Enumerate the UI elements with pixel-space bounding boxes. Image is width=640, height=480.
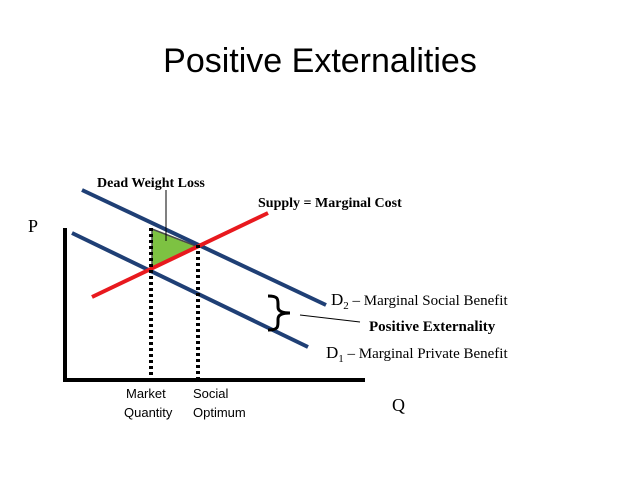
externality-brace	[267, 294, 291, 332]
demand-curve-d2	[81, 188, 327, 307]
y-axis-label: P	[28, 216, 38, 236]
x-axis-label: Q	[392, 395, 405, 415]
d2-desc: – Marginal Social Benefit	[349, 293, 509, 309]
d1-label: D1 – Marginal Private Benefit	[326, 343, 508, 365]
market-quantity-label-line2: Quantity	[124, 405, 173, 420]
supply-label: Supply = Marginal Cost	[258, 196, 402, 211]
social-optimum-label-line2: Optimum	[193, 405, 246, 420]
social-optimum-label-line1: Social	[193, 386, 229, 401]
d1-main: D	[326, 343, 338, 362]
d2-sub: 2	[343, 300, 349, 312]
market-quantity-label-line1: Market	[126, 386, 166, 401]
demand-curve-d1	[71, 231, 309, 349]
supply-curve	[91, 211, 269, 299]
d1-sub: 1	[338, 353, 344, 365]
slide-title: Positive Externalities	[163, 42, 477, 80]
externality-pointer	[299, 314, 361, 323]
positive-externality-label: Positive Externality	[369, 319, 496, 335]
d2-label: D2 – Marginal Social Benefit	[331, 290, 508, 312]
d1-desc: – Marginal Private Benefit	[344, 346, 509, 362]
dead-weight-loss-label: Dead Weight Loss	[97, 176, 205, 191]
d2-main: D	[331, 290, 343, 309]
